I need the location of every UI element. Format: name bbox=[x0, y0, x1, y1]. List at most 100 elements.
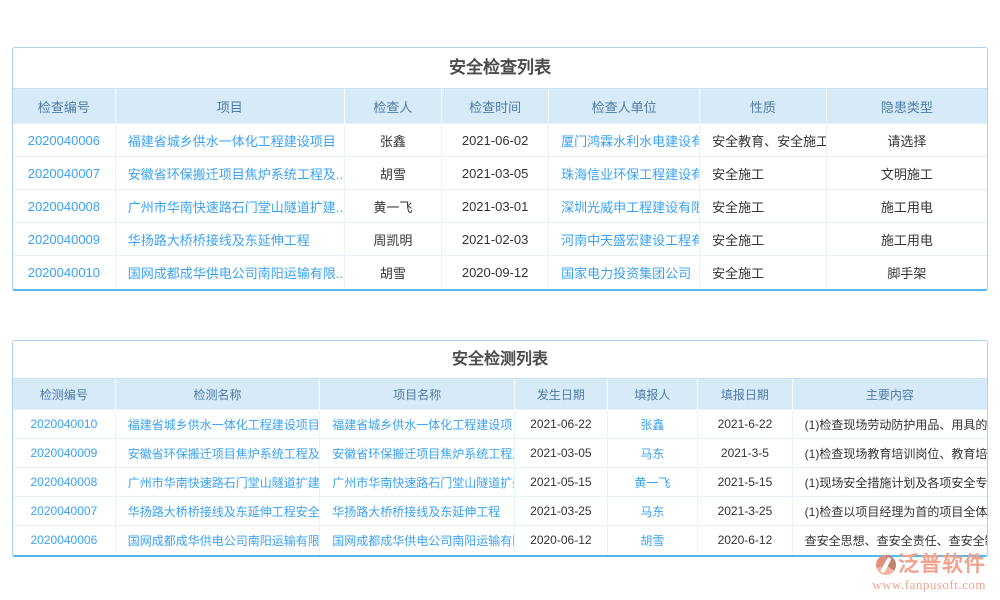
table-row: 2020040006 福建省城乡供水一体化工程建设项目 张鑫 2021-06-0… bbox=[13, 123, 987, 157]
detection-name-link[interactable]: 安徽省环保搬迁项目焦炉系统工程及公... bbox=[114, 438, 320, 468]
project-name-link[interactable]: 福建省城乡供水一体化工程建设项目 bbox=[319, 409, 515, 439]
project-name-link[interactable]: 华扬路大桥桥接线及东延伸工程 bbox=[319, 496, 515, 526]
report-date: 2021-6-22 bbox=[697, 409, 793, 439]
detection-id-link[interactable]: 2020040007 bbox=[13, 496, 116, 526]
project-name-link[interactable]: 国网成都成华供电公司南阳运输有限公... bbox=[319, 525, 515, 555]
reporter-link[interactable]: 马东 bbox=[606, 438, 698, 468]
detection-id-link[interactable]: 2020040009 bbox=[13, 438, 116, 468]
project-link[interactable]: 福建省城乡供水一体化工程建设项目 bbox=[114, 123, 345, 157]
inspector-unit-link[interactable]: 深圳光威申工程建设有限... bbox=[548, 189, 700, 223]
nature-value: 安全施工 bbox=[699, 189, 827, 223]
inspect-date: 2021-02-03 bbox=[441, 222, 549, 256]
inspector-unit-link[interactable]: 河南中天盛宏建设工程有... bbox=[548, 222, 700, 256]
detection-table-title: 安全检测列表 bbox=[13, 341, 987, 378]
inspector-unit-link[interactable]: 珠海信业环保工程建设有... bbox=[548, 156, 700, 190]
main-content: (1)检查现场劳动防护用品、用具的购置... bbox=[791, 409, 987, 439]
table-row: 2020040007 华扬路大桥桥接线及东延伸工程安全检测 华扬路大桥桥接线及东… bbox=[13, 496, 987, 526]
table-row: 2020040010 国网成都成华供电公司南阳运输有限... 胡雪 2020-0… bbox=[13, 255, 987, 289]
inspection-header-row: 检查编号 项目 检查人 检查时间 检查人单位 性质 隐患类型 bbox=[13, 88, 987, 124]
hazard-type-value: 脚手架 bbox=[825, 255, 987, 289]
detection-name-link[interactable]: 广州市华南快速路石门堂山隧道扩建工... bbox=[114, 467, 320, 497]
nature-value: 安全施工 bbox=[699, 255, 827, 289]
nature-value: 安全教育、安全施工 bbox=[699, 123, 827, 157]
table-row: 2020040010 福建省城乡供水一体化工程建设项目安... 福建省城乡供水一… bbox=[13, 409, 987, 439]
table-row: 2020040008 广州市华南快速路石门堂山隧道扩建... 黄一飞 2021-… bbox=[13, 189, 987, 223]
col-header-hazard-type: 隐患类型 bbox=[825, 88, 987, 124]
inspect-date: 2020-09-12 bbox=[441, 255, 549, 289]
occur-date: 2021-03-25 bbox=[514, 496, 608, 526]
hazard-type-value: 施工用电 bbox=[825, 222, 987, 256]
detection-name-link[interactable]: 国网成都成华供电公司南阳运输有限公... bbox=[114, 525, 320, 555]
col-header-nature: 性质 bbox=[699, 88, 827, 124]
main-content: 查安全思想、查安全责任、查安全制度... bbox=[791, 525, 987, 555]
hazard-type-value: 文明施工 bbox=[825, 156, 987, 190]
brand-line: 泛普软件 bbox=[872, 554, 986, 576]
project-link[interactable]: 广州市华南快速路石门堂山隧道扩建... bbox=[114, 189, 345, 223]
project-link[interactable]: 安徽省环保搬迁项目焦炉系统工程及... bbox=[114, 156, 345, 190]
project-link[interactable]: 国网成都成华供电公司南阳运输有限... bbox=[114, 255, 345, 289]
col-header-inspector: 检查人 bbox=[343, 88, 442, 124]
report-date: 2021-3-5 bbox=[697, 438, 793, 468]
col-header-inspector-unit: 检查人单位 bbox=[548, 88, 700, 124]
inspector-name: 胡雪 bbox=[343, 255, 442, 289]
detection-id-link[interactable]: 2020040008 bbox=[13, 467, 116, 497]
reporter-link[interactable]: 黄一飞 bbox=[606, 467, 698, 497]
inspector-name: 张鑫 bbox=[343, 123, 442, 157]
reporter-link[interactable]: 马东 bbox=[606, 496, 698, 526]
col-header-main-content: 主要内容 bbox=[791, 378, 987, 410]
inspector-name: 胡雪 bbox=[343, 156, 442, 190]
inspection-table: 检查编号 项目 检查人 检查时间 检查人单位 性质 隐患类型 202004000… bbox=[13, 88, 987, 289]
nature-value: 安全施工 bbox=[699, 222, 827, 256]
inspection-id-link[interactable]: 2020040009 bbox=[13, 222, 116, 256]
reporter-link[interactable]: 胡雪 bbox=[606, 525, 698, 555]
inspection-id-link[interactable]: 2020040007 bbox=[13, 156, 116, 190]
report-date: 2021-5-15 bbox=[697, 467, 793, 497]
inspection-table-title: 安全检查列表 bbox=[13, 48, 987, 88]
footer-brand: 泛普软件 www.fanpusoft.com bbox=[872, 554, 986, 593]
brand-name: 泛普软件 bbox=[898, 553, 986, 576]
col-header-inspect-date: 检查时间 bbox=[441, 88, 549, 124]
occur-date: 2021-05-15 bbox=[514, 467, 608, 497]
col-header-report-date: 填报日期 bbox=[697, 378, 793, 410]
inspect-date: 2021-03-01 bbox=[441, 189, 549, 223]
reporter-link[interactable]: 张鑫 bbox=[606, 409, 698, 439]
table-row: 2020040009 安徽省环保搬迁项目焦炉系统工程及公... 安徽省环保搬迁项… bbox=[13, 438, 987, 468]
occur-date: 2021-06-22 bbox=[514, 409, 608, 439]
col-header-reporter: 填报人 bbox=[606, 378, 698, 410]
inspection-id-link[interactable]: 2020040006 bbox=[13, 123, 116, 157]
detection-name-link[interactable]: 福建省城乡供水一体化工程建设项目安... bbox=[114, 409, 320, 439]
col-header-occur-date: 发生日期 bbox=[514, 378, 608, 410]
col-header-inspection-id: 检查编号 bbox=[13, 88, 116, 124]
table-row: 2020040008 广州市华南快速路石门堂山隧道扩建工... 广州市华南快速路… bbox=[13, 467, 987, 497]
project-name-link[interactable]: 安徽省环保搬迁项目焦炉系统工程及公... bbox=[319, 438, 515, 468]
table-row: 2020040006 国网成都成华供电公司南阳运输有限公... 国网成都成华供电… bbox=[13, 525, 987, 555]
main-content: (1)现场安全措施计划及各项安全专项施... bbox=[791, 467, 987, 497]
brand-url: www.fanpusoft.com bbox=[872, 577, 986, 592]
main-content: (1)检查现场教育培训岗位、教育培训人... bbox=[791, 438, 987, 468]
inspector-unit-link[interactable]: 国家电力投资集团公司 bbox=[548, 255, 700, 289]
table-row: 2020040009 华扬路大桥桥接线及东延伸工程 周凯明 2021-02-03… bbox=[13, 222, 987, 256]
report-date: 2021-3-25 bbox=[697, 496, 793, 526]
fanpu-logo-icon bbox=[876, 555, 896, 575]
project-name-link[interactable]: 广州市华南快速路石门堂山隧道扩建工... bbox=[319, 467, 515, 497]
hazard-type-value: 施工用电 bbox=[825, 189, 987, 223]
inspect-date: 2021-06-02 bbox=[441, 123, 549, 157]
detection-id-link[interactable]: 2020040006 bbox=[13, 525, 116, 555]
detection-id-link[interactable]: 2020040010 bbox=[13, 409, 116, 439]
safety-detection-panel: 安全检测列表 检测编号 检测名称 项目名称 发生日期 填报人 填报日期 主要内容… bbox=[12, 340, 988, 557]
col-header-detection-id: 检测编号 bbox=[13, 378, 116, 410]
safety-inspection-panel: 安全检查列表 检查编号 项目 检查人 检查时间 检查人单位 性质 隐患类型 20… bbox=[12, 47, 988, 291]
inspection-id-link[interactable]: 2020040010 bbox=[13, 255, 116, 289]
table-row: 2020040007 安徽省环保搬迁项目焦炉系统工程及... 胡雪 2021-0… bbox=[13, 156, 987, 190]
project-link[interactable]: 华扬路大桥桥接线及东延伸工程 bbox=[114, 222, 345, 256]
col-header-project: 项目 bbox=[114, 88, 345, 124]
inspection-id-link[interactable]: 2020040008 bbox=[13, 189, 116, 223]
occur-date: 2020-06-12 bbox=[514, 525, 608, 555]
inspector-unit-link[interactable]: 厦门鸿霖水利水电建设有... bbox=[548, 123, 700, 157]
nature-value: 安全施工 bbox=[699, 156, 827, 190]
report-date: 2020-6-12 bbox=[697, 525, 793, 555]
detection-name-link[interactable]: 华扬路大桥桥接线及东延伸工程安全检测 bbox=[114, 496, 320, 526]
occur-date: 2021-03-05 bbox=[514, 438, 608, 468]
hazard-type-value: 请选择 bbox=[825, 123, 987, 157]
col-header-project-name: 项目名称 bbox=[319, 378, 515, 410]
